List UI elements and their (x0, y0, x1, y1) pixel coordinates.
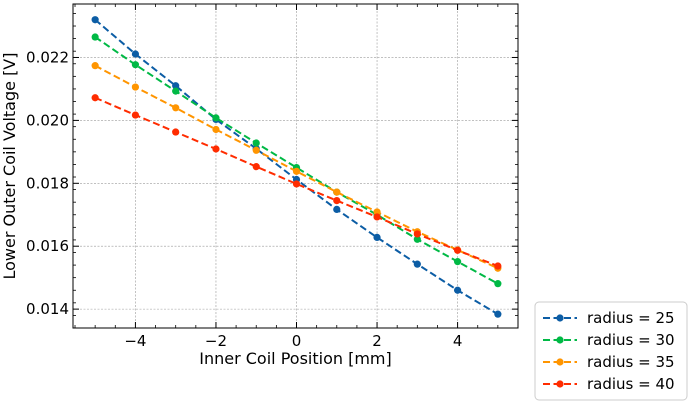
y-tick-label: 0.014 (26, 300, 69, 318)
x-tick-label: 0 (292, 332, 302, 350)
data-point (252, 146, 260, 154)
legend-label: radius = 40 (587, 375, 675, 393)
x-tick-label: 2 (372, 332, 382, 350)
x-axis-label: Inner Coil Position [mm] (199, 349, 391, 368)
y-axis-label: Lower Outer Coil Voltage [V] (0, 53, 19, 280)
legend-label: radius = 25 (587, 309, 675, 327)
data-point (131, 111, 140, 119)
data-point (453, 286, 462, 294)
legend-marker (556, 358, 564, 366)
data-point (131, 50, 140, 58)
data-point (91, 33, 99, 41)
x-tick-label: 4 (453, 332, 463, 350)
data-point (212, 145, 220, 153)
data-point (373, 208, 381, 216)
data-point (333, 197, 341, 205)
data-point (453, 258, 462, 266)
data-point (212, 125, 220, 134)
data-point (292, 167, 301, 175)
data-point (252, 139, 260, 147)
legend: radius = 25 radius = 30 radius = 35 radius … (534, 301, 688, 401)
plot-area-frame (72, 3, 519, 329)
legend-marker (556, 336, 564, 344)
data-point (172, 128, 180, 136)
data-point (413, 260, 421, 268)
legend-label: radius = 30 (587, 331, 675, 349)
data-series (91, 16, 502, 318)
data-point (212, 114, 220, 122)
axis-tick-labels: −4 −2 0 2 4 0.014 0.016 0.018 0.020 0.022 (26, 48, 462, 350)
data-point (333, 205, 341, 214)
data-point (494, 280, 502, 288)
data-point (91, 62, 99, 70)
axis-ticks (73, 4, 519, 329)
legend-label: radius = 35 (587, 353, 675, 371)
data-point (373, 233, 381, 242)
y-tick-label: 0.016 (26, 237, 69, 255)
data-point (131, 61, 140, 69)
data-point (91, 94, 99, 102)
data-point (172, 87, 180, 95)
data-point (494, 262, 502, 270)
x-tick-label: −4 (124, 332, 146, 350)
data-point (131, 83, 140, 91)
data-point (453, 246, 462, 254)
data-point (91, 16, 99, 24)
x-tick-label: −2 (205, 332, 227, 350)
data-point (373, 213, 381, 221)
data-point (333, 188, 341, 196)
series-4 (91, 94, 502, 270)
data-point (172, 82, 180, 90)
data-point (494, 310, 502, 318)
y-tick-label: 0.018 (26, 174, 69, 192)
y-tick-label: 0.022 (26, 48, 69, 66)
legend-box (534, 301, 688, 401)
legend-marker (556, 380, 564, 388)
data-point (172, 104, 180, 112)
y-tick-label: 0.020 (26, 111, 69, 129)
data-point (413, 235, 421, 243)
data-point (252, 163, 260, 171)
legend-marker (556, 314, 564, 322)
data-point (292, 180, 301, 188)
data-point (413, 230, 421, 238)
